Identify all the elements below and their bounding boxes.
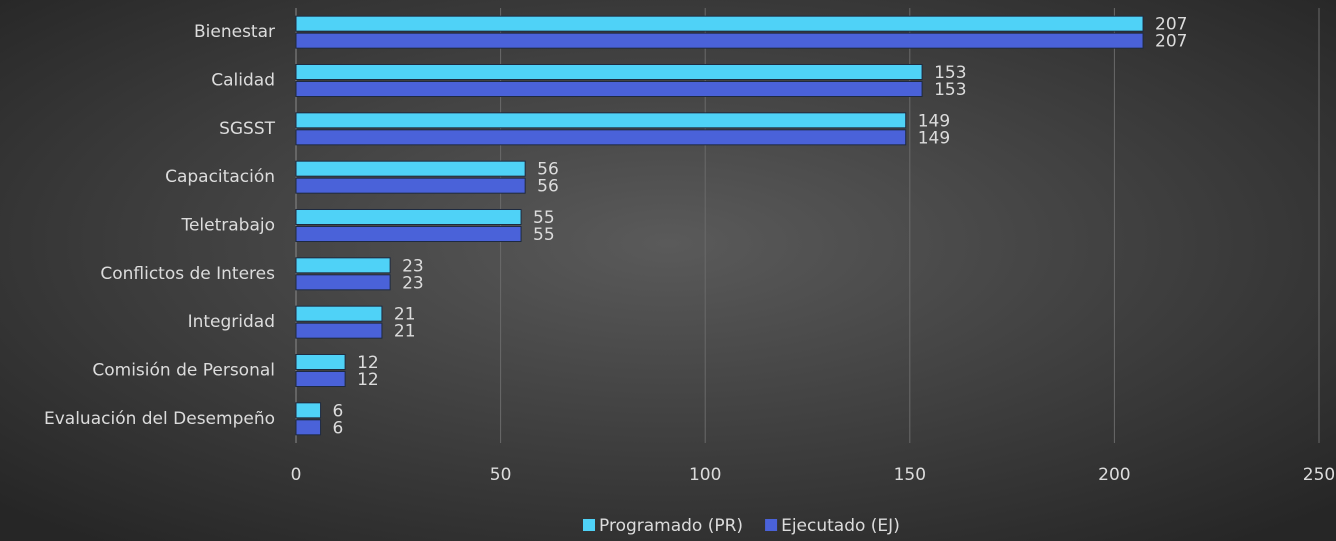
value-label: 56 — [537, 177, 559, 197]
y-tick-label: Evaluación del Desempeño — [44, 409, 275, 429]
bar — [295, 177, 526, 194]
x-tick-label: 200 — [1098, 465, 1130, 485]
bar — [295, 354, 346, 370]
y-tick-label: Teletrabajo — [180, 216, 275, 236]
bar — [295, 160, 526, 177]
bar — [295, 112, 907, 129]
bar — [295, 15, 1144, 32]
value-label: 23 — [402, 256, 424, 276]
value-label: 21 — [394, 322, 416, 342]
value-label: 207 — [1155, 15, 1187, 35]
value-label: 12 — [357, 353, 379, 373]
bar — [295, 129, 907, 146]
bar — [295, 322, 383, 339]
legend-swatch — [765, 519, 778, 531]
y-tick-label: Conflictos de Interes — [100, 264, 275, 284]
value-label: 153 — [934, 80, 966, 100]
x-tick-label: 0 — [291, 465, 302, 485]
x-tick-label: 100 — [689, 465, 721, 485]
y-tick-label: Capacitación — [165, 167, 275, 187]
x-tick-label: 250 — [1303, 465, 1335, 485]
value-label: 153 — [934, 63, 966, 83]
legend-swatch — [583, 519, 595, 531]
value-label: 56 — [537, 160, 559, 180]
value-label: 6 — [333, 401, 344, 421]
value-label: 12 — [357, 370, 379, 390]
bar — [295, 305, 383, 322]
bar — [295, 32, 1144, 49]
bar — [295, 64, 923, 80]
y-tick-label: SGSST — [219, 119, 276, 139]
y-tick-label: Calidad — [211, 71, 275, 91]
bar — [295, 371, 346, 387]
value-label: 6 — [333, 418, 344, 438]
x-tick-label: 150 — [894, 465, 926, 485]
bar — [295, 209, 522, 225]
value-label: 149 — [918, 111, 950, 131]
value-label: 55 — [533, 208, 555, 228]
legend-label: Programado (PR) — [599, 516, 743, 536]
value-label: 207 — [1155, 32, 1187, 52]
bar — [295, 257, 391, 274]
x-tick-label: 50 — [490, 465, 512, 485]
bar — [295, 81, 923, 97]
legend-label: Ejecutado (EJ) — [781, 516, 900, 536]
value-label: 55 — [533, 225, 555, 245]
value-label: 21 — [394, 305, 416, 325]
y-tick-label: Bienestar — [194, 22, 275, 42]
bar — [295, 402, 322, 419]
bar — [295, 274, 391, 291]
value-label: 149 — [918, 128, 950, 148]
bar — [295, 226, 522, 242]
value-label: 23 — [402, 273, 424, 293]
y-tick-label: Integridad — [188, 312, 275, 332]
y-tick-label: Comisión de Personal — [92, 361, 275, 381]
bar — [295, 419, 322, 436]
